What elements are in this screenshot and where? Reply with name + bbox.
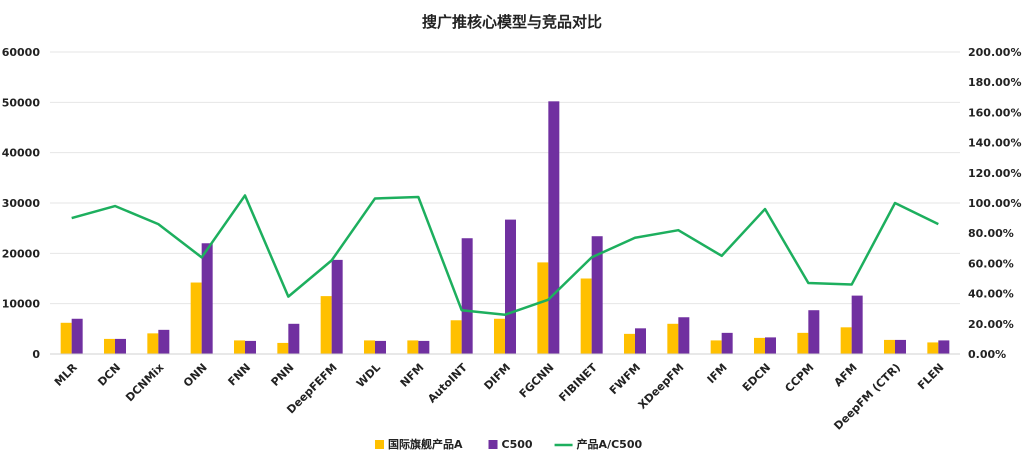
bar-c500 [201,243,213,354]
category-label: PNN [269,361,297,389]
bar-c500 [808,310,820,354]
ratio-line-path [71,194,939,316]
bar-c500 [938,340,950,354]
ratio-line [71,194,939,316]
bar-product-a [927,342,939,354]
bar-c500 [418,340,430,354]
right-tick-label: 200.00% [968,46,1021,59]
bar-c500 [591,236,603,354]
bar-c500 [721,332,733,354]
bar-c500 [765,337,776,354]
category-label: WDL [354,361,383,390]
category-label: FIBINET [556,361,600,405]
right-axis: 0.00% 20.00% 40.00% 60.00% 80.00% 100.00% 120.… [968,46,1021,361]
bar-c500 [245,340,256,354]
bar-product-a [450,320,462,354]
bar-product-a [710,340,722,354]
category-label: DCN [95,361,123,389]
bar-product-a [840,327,852,354]
bar-c500 [71,318,83,354]
chart-title: 搜广推核心模型与竞品对比 [422,13,602,31]
right-tick-label: 40.00% [968,288,1014,301]
bar-product-a [624,333,635,354]
right-tick-label: 100.00% [968,197,1021,210]
bar-c500 [635,328,646,354]
right-tick-label: 20.00% [968,318,1014,331]
bar-c500 [678,317,690,354]
category-label: FWFM [607,361,643,397]
bar-product-a [277,342,289,354]
right-tick-label: 180.00% [968,76,1021,89]
left-tick-label: 20000 [2,247,41,260]
bar-c500 [288,323,300,354]
bar-product-a [884,339,895,354]
bar-c500 [375,340,386,354]
bar-c500 [548,101,560,355]
left-tick-label: 50000 [2,96,41,109]
category-label: FNN [226,361,254,389]
bar-product-a [494,318,505,354]
right-tick-label: 120.00% [968,167,1021,180]
legend-swatch [375,440,384,449]
left-tick-label: 0 [32,348,40,361]
bar-product-a [667,323,679,354]
bar-product-a [364,340,375,354]
right-tick-label: 80.00% [968,227,1014,240]
bar-product-a [234,340,245,354]
left-tick-label: 30000 [2,197,41,210]
bar-c500 [505,219,516,354]
category-label: DIFM [482,361,514,393]
right-tick-label: 0.00% [968,348,1006,361]
category-label: AutoINT [425,361,470,406]
legend-label: 产品A/C500 [577,437,643,451]
bar-c500 [851,295,863,354]
category-label: AFM [832,361,860,389]
bar-product-a [580,278,592,354]
legend-label: C500 [502,438,533,451]
bar-product-a [537,262,549,354]
bar-c500 [115,338,126,354]
bar-product-a [797,332,809,354]
bar-product-a [60,322,72,354]
left-tick-label: 10000 [2,298,41,311]
legend: 国际旗舰产品A C500 产品A/C500 [375,437,642,451]
bar-product-a [190,282,202,354]
bar-c500 [158,329,170,354]
right-tick-label: 60.00% [968,257,1014,270]
category-label: MLR [52,361,80,389]
legend-swatch [488,440,498,449]
category-label: XDeepFM [636,361,687,412]
bar-c500 [461,238,473,354]
category-label: IFM [705,361,730,386]
right-tick-label: 140.00% [968,137,1021,150]
category-label: DCNMix [123,361,166,404]
left-axis: 0 10000 20000 30000 40000 50000 60000 [2,46,41,361]
bars [60,101,950,355]
category-label: FGCNN [517,361,557,401]
bar-product-a [104,338,115,354]
category-label: EDCN [740,361,773,394]
left-tick-label: 40000 [2,147,41,160]
category-label: ONN [181,361,210,390]
category-label: NFM [398,361,427,390]
right-tick-label: 160.00% [968,106,1021,119]
bar-product-a [754,337,765,354]
bar-product-a [407,340,419,354]
left-tick-label: 60000 [2,46,41,59]
legend-label: 国际旗舰产品A [388,437,463,451]
category-label: FLEN [915,361,946,392]
category-label: CCPM [782,361,816,395]
bar-product-a [320,296,332,354]
bar-product-a [147,333,159,354]
bar-c500 [895,339,906,354]
bar-c500 [331,259,343,354]
